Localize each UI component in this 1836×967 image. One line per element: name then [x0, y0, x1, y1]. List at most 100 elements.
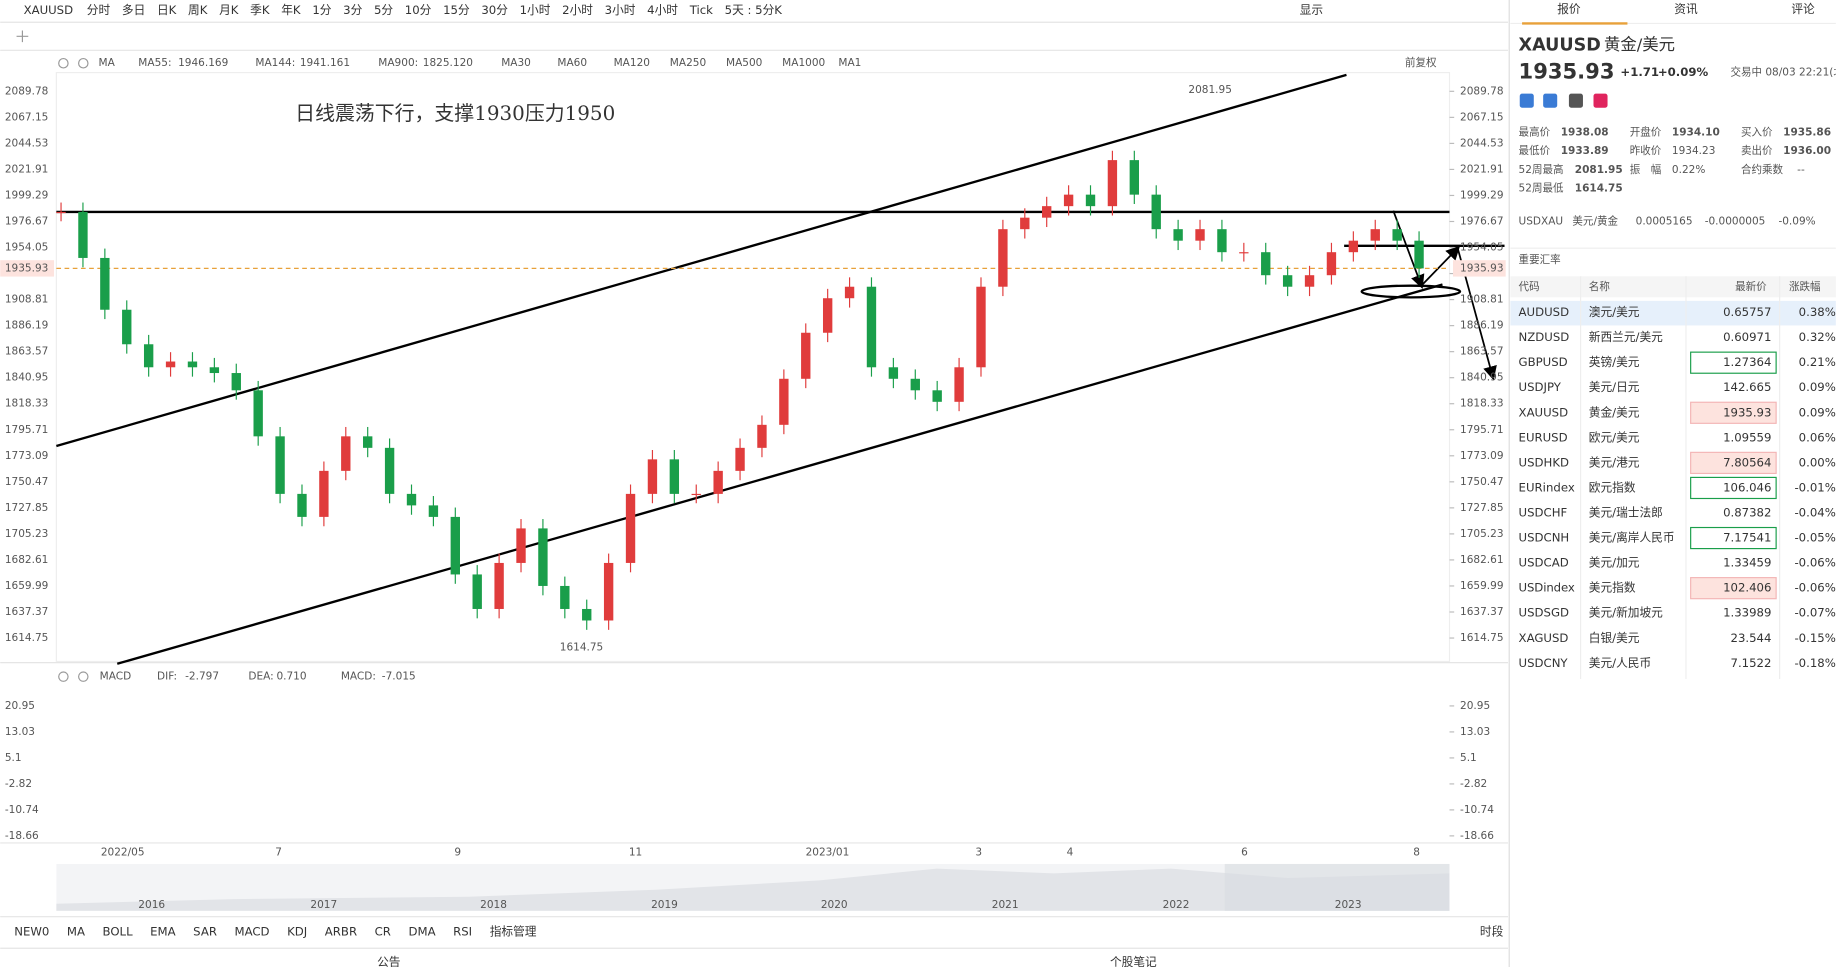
fx-code[interactable]: EURindex [1519, 480, 1575, 494]
period-tab[interactable]: 5分 [374, 3, 393, 17]
macd-tick-label-left: -18.66 [5, 830, 39, 842]
panel-tab[interactable]: 资讯 [1674, 2, 1698, 16]
fx-code[interactable]: NZDUSD [1519, 330, 1570, 344]
footer-tab[interactable]: 个股笔记 [1110, 955, 1157, 967]
indicator-tab[interactable]: MACD [235, 924, 270, 938]
price-tick-left: 1750.47 [5, 476, 49, 488]
price-tick: 1954.05 [1460, 242, 1504, 254]
footer-tab[interactable]: 公告 [377, 955, 400, 967]
candle [1173, 229, 1183, 241]
stat-value: 1934.23 [1672, 145, 1716, 157]
candle [1151, 194, 1161, 230]
adjust[interactable]: 前复权 [1405, 56, 1437, 69]
period-tab[interactable]: 多日 [122, 3, 145, 17]
indicator-tab[interactable]: KDJ [287, 924, 307, 938]
fx-price: 23.544 [1731, 631, 1772, 645]
period-tab[interactable]: 30分 [481, 3, 508, 17]
price-tick-left: 2021.91 [5, 163, 49, 175]
stat-value: 2081.95 [1575, 164, 1623, 176]
candle [603, 562, 614, 621]
indicator-tab[interactable]: SAR [193, 924, 217, 938]
period-tab[interactable]: 周K [188, 3, 208, 17]
period-tab[interactable]: 4小时 [647, 3, 678, 17]
price-tick-left: 1886.19 [5, 320, 49, 332]
fx-header: 代码 [1519, 281, 1540, 293]
fx-name: 美元/加元 [1589, 556, 1640, 570]
fx-code[interactable]: XAGUSD [1519, 631, 1569, 645]
price-tick: 1637.37 [1460, 606, 1504, 618]
year-label: 2018 [480, 899, 507, 911]
price-flash [1690, 476, 1777, 500]
fx-code[interactable]: USDCAD [1519, 556, 1569, 570]
panel-tab[interactable]: 报价 [1557, 2, 1581, 16]
fx-code[interactable]: USDindex [1519, 581, 1575, 595]
fx-code[interactable]: USDCHF [1519, 506, 1568, 520]
fx-name: 欧元指数 [1589, 480, 1636, 494]
period-tab[interactable]: 1分 [312, 3, 331, 17]
fx-code[interactable]: USDSGD [1519, 606, 1569, 620]
candle [363, 436, 373, 448]
indicator-tab[interactable]: MA [67, 924, 85, 938]
period-tab[interactable]: 15分 [443, 3, 470, 17]
price-tick-left: 1976.67 [5, 215, 49, 227]
fx-code[interactable]: USDJPY [1519, 380, 1562, 394]
period-tab[interactable]: 季K [250, 3, 270, 17]
fx-code[interactable]: GBPUSD [1519, 355, 1568, 369]
fx-code[interactable]: USDCNY [1519, 656, 1569, 670]
fx-name: 黄金/美元 [1589, 405, 1640, 419]
price-tick-left: 1999.29 [5, 189, 49, 201]
period-tab[interactable]: 1小时 [520, 3, 551, 17]
period-tab[interactable]: 3分 [343, 3, 362, 17]
period-tab[interactable]: 5天 : 5分K [725, 3, 783, 17]
period-tab[interactable]: Tick [689, 3, 713, 17]
candle [165, 361, 176, 368]
session-tab[interactable]: 时段 [1480, 924, 1504, 938]
period-tab[interactable]: 分时 [87, 3, 111, 17]
candle [1392, 229, 1402, 241]
period-tab[interactable]: 日K [157, 3, 177, 17]
fx-code[interactable]: XAUUSD [1519, 405, 1569, 419]
fx-price: 1935.93 [1723, 405, 1771, 419]
period-tab[interactable]: 3小时 [605, 3, 636, 17]
indicator-tab[interactable]: RSI [453, 924, 472, 938]
candle [428, 505, 439, 517]
fx-price: 106.046 [1723, 480, 1771, 494]
indicator-tab[interactable]: CR [375, 924, 391, 938]
indicator-tab[interactable]: NEW0 [14, 924, 49, 938]
fx-code[interactable]: USDHKD [1519, 455, 1569, 469]
candle [647, 459, 658, 494]
indicator-tab[interactable]: DMA [408, 924, 435, 938]
candle [122, 309, 132, 345]
fx-change: 0.38% [1799, 305, 1836, 319]
fx-code[interactable]: EURUSD [1519, 430, 1568, 444]
price-flash [1690, 577, 1777, 600]
candle [932, 390, 942, 402]
indicator-tab[interactable]: EMA [150, 924, 175, 938]
indicator-tab[interactable]: ARBR [325, 924, 357, 938]
price-tick-left: 1818.33 [5, 398, 49, 410]
candle [1063, 194, 1074, 207]
year-label: 2019 [651, 899, 678, 911]
fx-change: 0.00% [1799, 455, 1836, 469]
candle [1217, 229, 1227, 253]
period-tab[interactable]: 月K [219, 3, 239, 17]
stat-label: 最低价 [1519, 144, 1551, 157]
fx-price: 102.406 [1723, 581, 1771, 595]
candle [341, 436, 351, 471]
period-tab[interactable]: 年K [281, 3, 301, 17]
fx-code[interactable]: USDCNH [1519, 531, 1570, 545]
fx-code[interactable]: AUDUSD [1519, 305, 1570, 319]
fx-name: 美元指数 [1589, 581, 1636, 595]
panel-tab[interactable]: 评论 [1791, 2, 1815, 16]
panel-status: 交易中 08/03 22:21(北京) [1730, 66, 1836, 79]
display-menu[interactable]: 显示 [1300, 3, 1323, 17]
candle [713, 470, 723, 494]
price-tick: 1908.81 [1460, 294, 1504, 306]
period-tab[interactable]: 2小时 [562, 3, 593, 17]
fx-price: 1.09559 [1723, 430, 1771, 444]
price-flash [1690, 351, 1777, 374]
period-tab[interactable]: 10分 [405, 3, 432, 17]
indicator-tab[interactable]: 指标管理 [490, 924, 537, 938]
indicator-tab[interactable]: BOLL [103, 924, 134, 938]
